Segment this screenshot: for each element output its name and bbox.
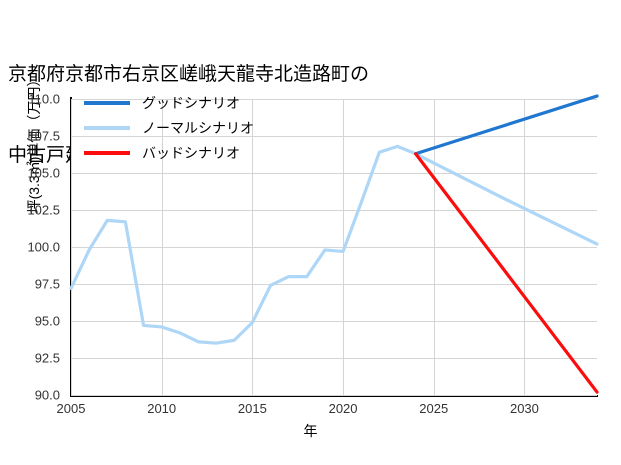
y-axis-tick-label: 102.5 — [27, 202, 60, 218]
gridline-vertical — [162, 99, 163, 395]
x-axis-line — [70, 395, 598, 397]
y-axis-tick-label: 97.5 — [34, 276, 60, 292]
plot-area — [69, 94, 599, 396]
x-axis-tick-label: 2025 — [419, 401, 449, 416]
chart-legend: グッドシナリオ ノーマルシナリオ バッドシナリオ — [84, 90, 254, 165]
line-swatch-normal — [84, 125, 130, 130]
y-axis-tick-label: 92.5 — [34, 350, 60, 366]
x-axis-tick-label: 2015 — [237, 401, 267, 416]
legend-item: ノーマルシナリオ — [84, 115, 254, 140]
x-axis-tick-label: 2030 — [509, 401, 539, 416]
gridline-horizontal — [71, 210, 597, 211]
gridline-horizontal — [71, 99, 597, 100]
x-axis-tick-label: 2020 — [328, 401, 358, 416]
series-lines — [69, 94, 599, 394]
y-axis-tick-label: 95.0 — [34, 313, 60, 329]
title-line-1: 京都府京都市右京区嵯峨天龍寺北造路町の — [8, 64, 370, 85]
y-axis-tick-label: 90.0 — [34, 387, 60, 403]
y-axis-tick-label: 107.5 — [27, 128, 60, 144]
y-axis-tick-labels: 90.0 92.5 95.0 97.5 100.0 102.5 105.0 107.5 110.… — [0, 0, 68, 465]
gridline-vertical — [252, 99, 253, 395]
gridline-vertical — [71, 99, 72, 395]
gridline-horizontal — [71, 321, 597, 322]
gridline-horizontal — [71, 136, 597, 137]
x-axis-tick-label: 2010 — [147, 401, 177, 416]
gridline-horizontal — [71, 247, 597, 248]
gridline-horizontal — [71, 358, 597, 359]
legend-item: グッドシナリオ — [84, 90, 254, 115]
line-swatch-bad — [84, 150, 130, 155]
legend-item-label: ノーマルシナリオ — [142, 119, 254, 136]
line-swatch-good — [84, 100, 130, 105]
legend-item-label: グッドシナリオ — [142, 94, 240, 111]
legend-item: バッドシナリオ — [84, 140, 254, 165]
y-axis-tick-label: 100.0 — [27, 239, 60, 255]
series-line — [414, 94, 599, 156]
y-axis-tick-label: 105.0 — [27, 165, 60, 181]
y-axis-tick-label: 110.0 — [28, 91, 60, 107]
x-axis-tick-label: 2005 — [56, 401, 86, 416]
gridline-horizontal — [71, 284, 597, 285]
gridline-horizontal — [71, 173, 597, 174]
gridline-vertical — [434, 99, 435, 395]
series-line — [69, 144, 599, 345]
x-axis-title: 年 — [303, 423, 318, 439]
legend-item-label: バッドシナリオ — [142, 144, 240, 161]
series-line — [414, 152, 599, 394]
gridline-horizontal — [71, 395, 597, 396]
gridline-vertical — [524, 99, 525, 395]
